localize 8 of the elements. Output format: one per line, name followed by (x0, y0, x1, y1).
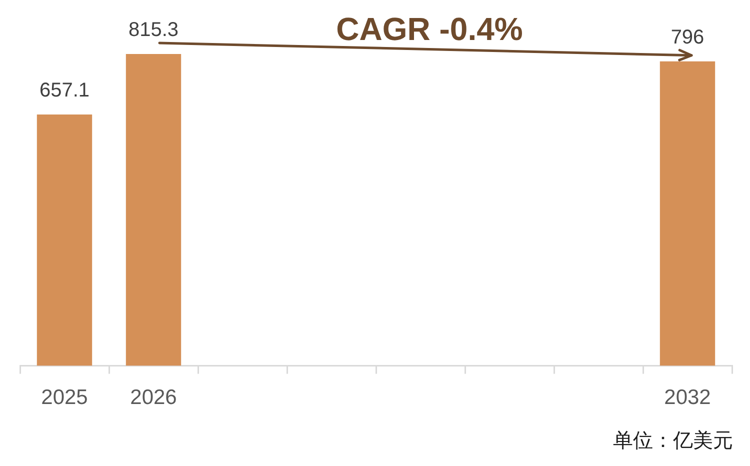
text: CAGR -0.4% (336, 11, 523, 47)
x-tick-label: 2025 (41, 386, 88, 410)
x-tick-label: 2026 (130, 386, 177, 410)
data-label: 796 (670, 26, 704, 48)
text: 单位：亿美元 (613, 428, 733, 452)
data-label: 815.3 (128, 19, 179, 41)
data-label: 657.1 (39, 80, 90, 102)
x-tick-label: 2032 (664, 386, 711, 410)
